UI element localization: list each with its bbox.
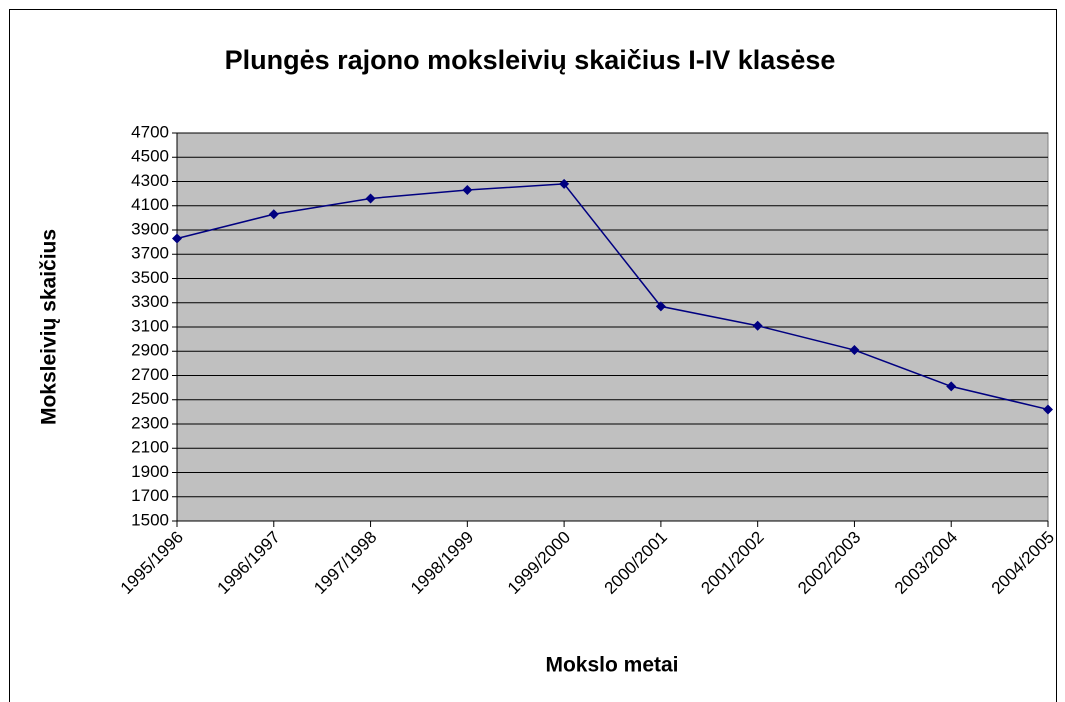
data-point: [462, 184, 473, 195]
y-tick-label: 4300: [131, 171, 169, 190]
y-tick-label: 3300: [131, 292, 169, 311]
y-tick-label: 3900: [131, 219, 169, 238]
data-point: [655, 301, 666, 312]
y-axis-title: Moksleivių skaičius: [38, 229, 61, 425]
data-point: [752, 320, 763, 331]
data-point: [172, 233, 182, 244]
y-tick-label: 2500: [131, 389, 169, 408]
y-tick-label: 3500: [131, 268, 169, 287]
y-tick-label: 2100: [131, 438, 169, 457]
y-tick-label: 4100: [131, 195, 169, 214]
data-point: [849, 345, 860, 356]
y-tick-label: 1700: [131, 486, 169, 505]
chart-title: Plungės rajono moksleivių skaičius I-IV …: [225, 45, 836, 75]
y-tick-label: 1900: [131, 462, 169, 481]
data-line: [176, 183, 1049, 411]
x-axis-title: Mokslo metai: [545, 654, 678, 677]
y-tick-label: 2900: [131, 341, 169, 360]
y-tick-label: 3100: [131, 316, 169, 335]
data-point: [365, 193, 376, 204]
y-tick-label: 3700: [131, 244, 169, 263]
data-point: [268, 209, 279, 220]
y-tick-label: 2300: [131, 413, 169, 432]
y-tick-label: 4500: [131, 147, 169, 166]
y-tick-label: 2700: [131, 365, 169, 384]
data-point: [559, 178, 570, 189]
data-point: [946, 381, 957, 392]
data-point: [1043, 404, 1053, 415]
y-tick-label: 1500: [131, 510, 169, 529]
y-tick-label: 4700: [131, 122, 169, 141]
